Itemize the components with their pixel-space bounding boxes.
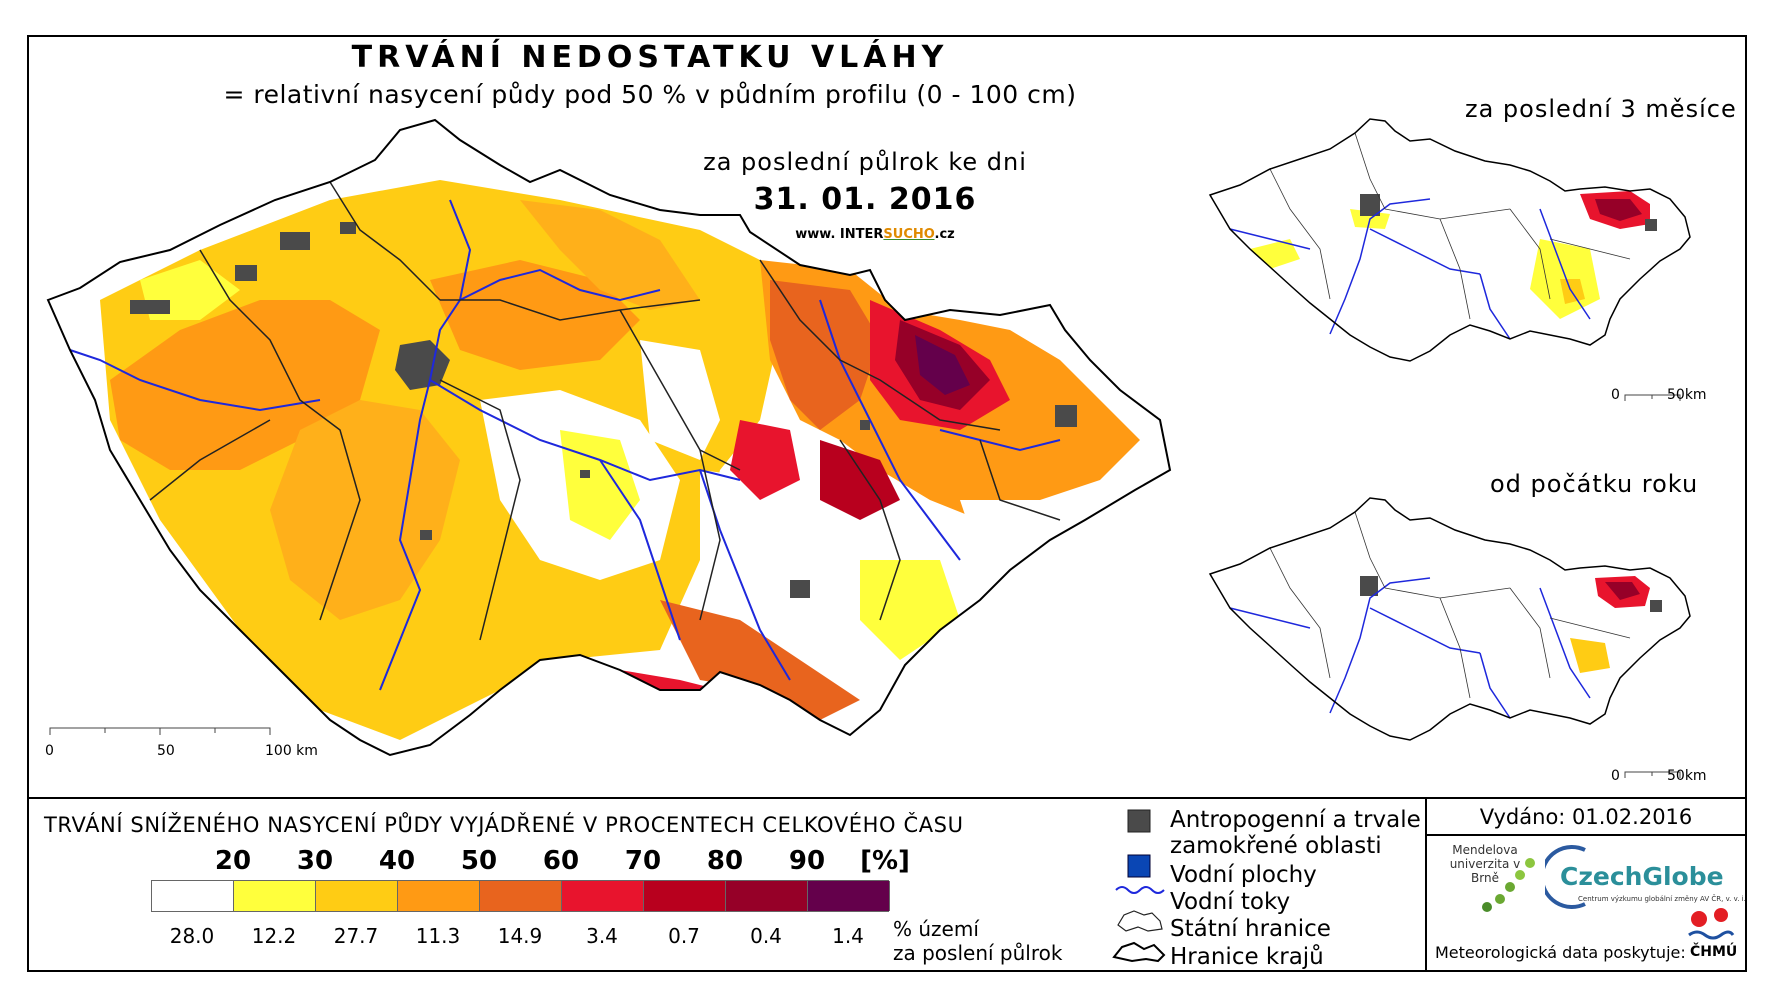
scale-end: 100 km (265, 743, 318, 759)
legend-threshold: 80 (706, 846, 744, 876)
issued-date: Vydáno: 01.02.2016 (1479, 805, 1693, 829)
main-scale-bar (49, 727, 271, 735)
legend-urban-line2: zamokřené oblasti (1170, 833, 1382, 859)
mendel-logo-icon (1482, 858, 1535, 912)
region-borders (149, 181, 1061, 641)
legend-share-label: % území za poslení půlrok (893, 917, 1063, 965)
legend-water-bodies: Vodní plochy (1170, 862, 1317, 888)
symbol-legend-icons (1112, 809, 1166, 963)
inset2-scale-end: 50km (1667, 768, 1707, 784)
inset-ytd-title: od počátku roku (1490, 470, 1699, 498)
legend-threshold: 60 (542, 846, 580, 876)
scale-zero: 0 (45, 743, 54, 759)
inset1-scale-zero: 0 (1611, 387, 1620, 403)
legend-color-cell (480, 881, 562, 911)
region-border-icon (1112, 941, 1166, 963)
legend-regions: Hranice krajů (1170, 944, 1324, 970)
state-border (46, 118, 1172, 757)
legend-share-value: 12.2 (251, 924, 297, 948)
legend-color-bar (151, 880, 890, 912)
legend-share-value: 27.7 (333, 924, 379, 948)
legend-share-value: 14.9 (497, 924, 543, 948)
website-label[interactable]: www. INTERSUCHO.cz (795, 227, 955, 242)
inset2-scale-zero: 0 (1611, 768, 1620, 784)
inset-ytd-map (1208, 497, 1691, 778)
chmu-label: ČHMÚ (1690, 944, 1738, 960)
inset1-scale-end: 50km (1667, 387, 1707, 403)
legend-color-cell (398, 881, 480, 911)
map-date: 31. 01. 2016 (753, 182, 977, 217)
legend-color-cell (234, 881, 316, 911)
legend-threshold: 70 (624, 846, 662, 876)
legend-threshold: 90 (788, 846, 826, 876)
legend-state-border: Státní hranice (1170, 916, 1331, 942)
legend-share-value: 28.0 (169, 924, 215, 948)
info-divider-h (1425, 834, 1747, 836)
legend-share-value: 0.7 (668, 924, 700, 948)
legend-title: TRVÁNÍ SNÍŽENÉHO NASYCENÍ PŮDY VYJÁDŘENÉ… (44, 813, 964, 837)
legend-share-value: 3.4 (586, 924, 618, 948)
legend-share-value: 0.4 (750, 924, 782, 948)
legend-share-value: 11.3 (415, 924, 461, 948)
inset-3months-map (1208, 118, 1691, 401)
water-swatch-icon (1127, 854, 1151, 878)
map-subtitle: = relativní nasycení půdy pod 50 % v půd… (223, 80, 1077, 109)
czechglobe-logo-icon (1545, 845, 1586, 909)
chmu-logo-icon (1688, 908, 1735, 940)
period-label: za poslední půlrok ke dni (703, 148, 1027, 176)
info-divider (1425, 797, 1427, 972)
legend-threshold: 40 (378, 846, 416, 876)
legend-threshold: 20 (214, 846, 252, 876)
legend-divider (27, 797, 1747, 799)
legend-unit-pct: [%] (860, 846, 910, 876)
legend-color-cell (562, 881, 644, 911)
legend-color-cell (316, 881, 398, 911)
legend-share-value: 1.4 (832, 924, 864, 948)
legend-urban-line1: Antropogenní a trvale (1170, 807, 1421, 833)
legend-color-cell (152, 881, 234, 911)
drought-raster (48, 120, 1170, 755)
river-line-icon (1115, 886, 1165, 894)
inset-3months-title: za poslední 3 měsíce (1465, 95, 1737, 123)
legend-rivers: Vodní toky (1170, 889, 1291, 915)
map-title: TRVÁNÍ NEDOSTATKU VLÁHY (351, 40, 949, 75)
legend-color-cell (644, 881, 726, 911)
legend-threshold: 30 (296, 846, 334, 876)
urban-swatch-icon (1127, 809, 1151, 833)
meteo-data-label: Meteorologická data poskytuje: (1435, 943, 1686, 962)
scale-mid: 50 (157, 743, 175, 759)
legend-color-cell (726, 881, 808, 911)
state-border-icon (1117, 910, 1163, 932)
czechglobe-subtitle: Centrum výzkumu globální změny AV ČR, v.… (1578, 895, 1746, 903)
mendel-logo-text: Mendelova univerzita v Brně (1449, 843, 1521, 885)
legend-color-cell (808, 881, 890, 911)
czechglobe-logo-text: CzechGlobe (1560, 862, 1724, 891)
legend-threshold: 50 (460, 846, 498, 876)
